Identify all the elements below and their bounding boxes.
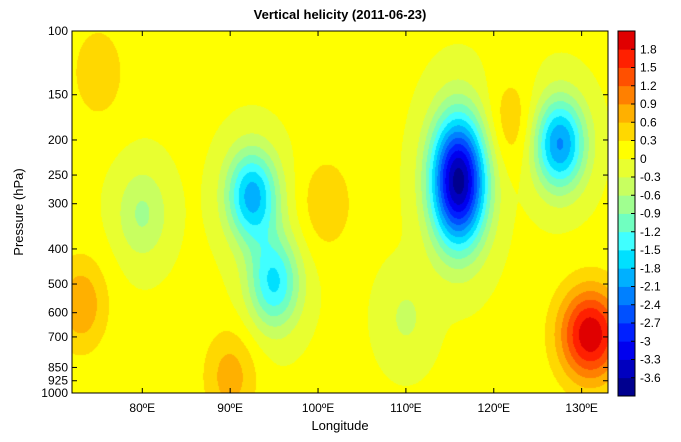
colorbar-label: 0 [640, 152, 647, 166]
x-axis-label: Longitude [311, 418, 368, 433]
colorbar-label: -3.6 [640, 371, 661, 385]
colorbar-label: -2.7 [640, 316, 661, 330]
colorbar-bin [618, 158, 635, 178]
colorbar-bin [618, 49, 635, 68]
colorbar-label: -1.5 [640, 243, 661, 257]
colorbar-bin [618, 286, 635, 306]
plot-area [72, 31, 608, 393]
colorbar-bin [618, 341, 635, 360]
x-tick-label: 100ºE [302, 401, 334, 415]
chart-title: Vertical helicity (2011-06-23) [254, 7, 427, 22]
colorbar-bin [618, 323, 635, 342]
y-tick-label: 300 [48, 197, 68, 211]
y-tick-label: 150 [48, 88, 68, 102]
colorbar-label: 0.9 [640, 97, 657, 111]
y-tick-label: 500 [48, 277, 68, 291]
colorbar-bin [618, 104, 635, 123]
colorbar-bin [618, 250, 635, 269]
colorbar-bin [618, 195, 635, 214]
colorbar-bin [618, 177, 635, 196]
x-tick-label: 110ºE [390, 401, 422, 415]
x-tick-label: 130ºE [565, 401, 597, 415]
colorbar-label: -0.3 [640, 170, 661, 184]
colorbar-bin [618, 377, 635, 397]
colorbar-label: -2.1 [640, 280, 661, 294]
x-tick-label: 120ºE [478, 401, 510, 415]
colorbar-bin [618, 31, 635, 50]
colorbar-bin [618, 67, 635, 87]
colorbar-label: 1.2 [640, 79, 657, 93]
y-tick-label: 400 [48, 242, 68, 256]
colorbar-label: 1.8 [640, 42, 657, 56]
colorbar-bin [618, 122, 635, 141]
colorbar-label: -2.4 [640, 298, 661, 312]
colorbar-label: 1.5 [640, 61, 657, 75]
y-tick-label: 600 [48, 306, 68, 320]
colorbar-label: -0.9 [640, 207, 661, 221]
colorbar-label: -3.3 [640, 353, 661, 367]
y-tick-label: 200 [48, 133, 68, 147]
colorbar: 1.8 1.5 1.2 0.9 0.6 0.3 0 -0.3 -0.6 -0.9 -1.2 -1.5 -… [617, 30, 661, 397]
colorbar-bin [618, 304, 635, 324]
x-axis: 80ºE 90ºE 100ºE 110ºE 120ºE 130ºE [129, 31, 598, 415]
colorbar-bin [618, 359, 635, 379]
y-axis-label: Pressure (hPa) [11, 168, 26, 255]
y-tick-label: 100 [48, 24, 68, 38]
colorbar-bin [618, 213, 635, 233]
y-tick-label: 700 [48, 330, 68, 344]
x-tick-label: 90ºE [217, 401, 243, 415]
x-tick-label: 80ºE [129, 401, 155, 415]
helicity-field [72, 31, 608, 393]
colorbar-label: -3 [640, 334, 651, 348]
colorbar-bin [618, 140, 635, 160]
colorbar-label: -0.6 [640, 188, 661, 202]
y-tick-label: 850 [48, 360, 68, 374]
plot-frame [71, 30, 609, 394]
colorbar-label: 0.6 [640, 115, 657, 129]
colorbar-bin [618, 231, 635, 251]
colorbar-bin [618, 268, 635, 287]
colorbar-label: -1.8 [640, 261, 661, 275]
y-tick-label: 1000 [41, 386, 68, 400]
y-tick-label: 250 [48, 168, 68, 182]
colorbar-label: -1.2 [640, 225, 661, 239]
colorbar-bin [618, 85, 635, 105]
colorbar-label: 0.3 [640, 134, 657, 148]
y-tick-label: 925 [48, 374, 68, 388]
